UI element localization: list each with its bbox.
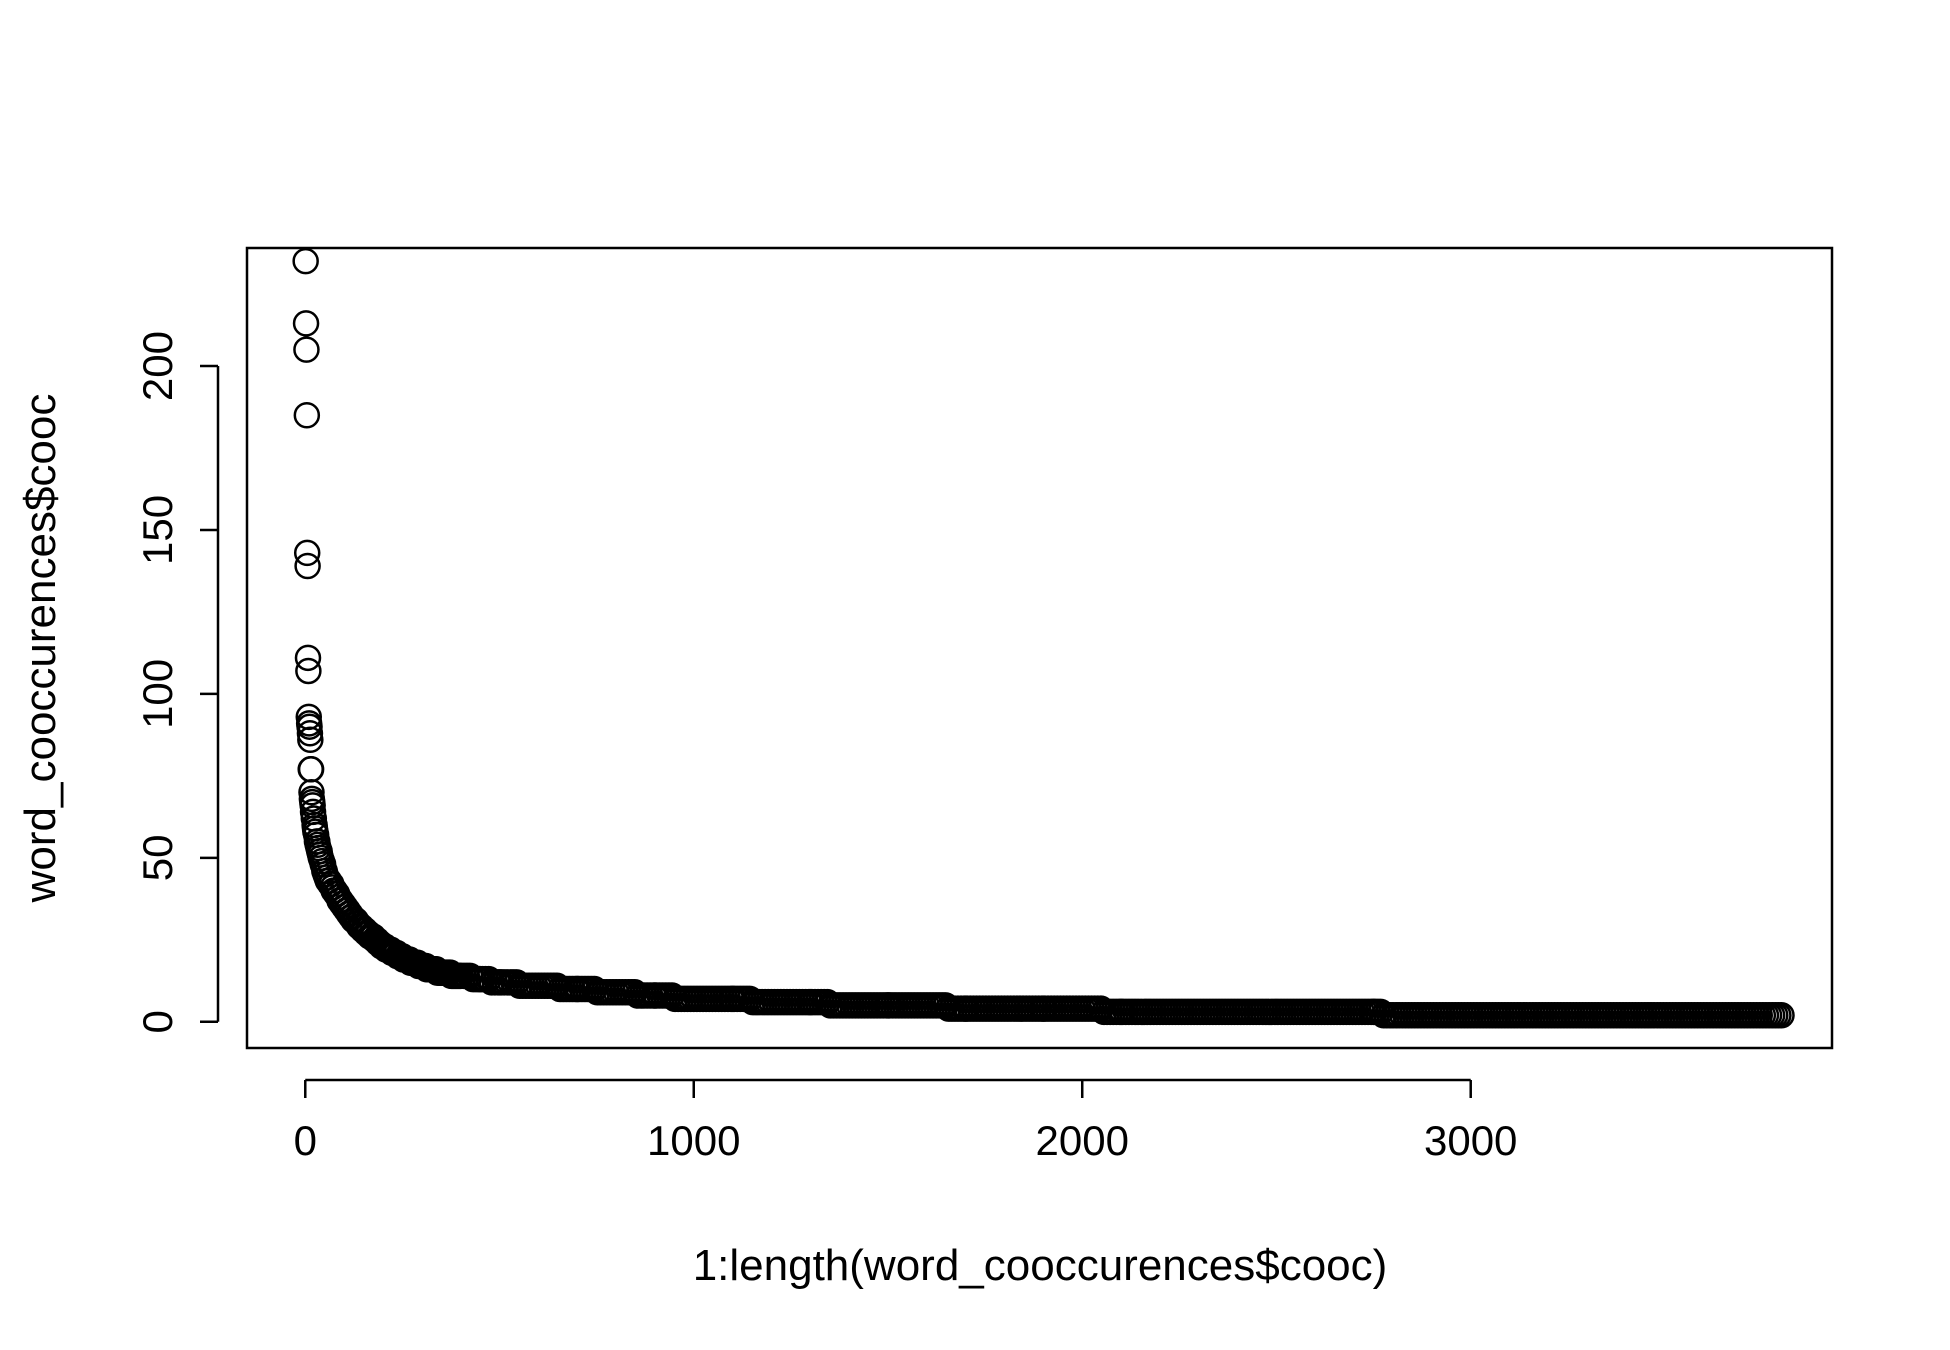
plot-frame <box>245 246 1834 1050</box>
data-points <box>292 247 1795 1029</box>
y-tick-label: 200 <box>134 331 181 401</box>
data-point <box>297 726 324 754</box>
data-point <box>298 779 325 806</box>
x-tick-label: 2000 <box>1036 1117 1129 1164</box>
data-point <box>296 719 324 747</box>
data-point <box>522 972 549 999</box>
y-axis: 0 50 100 150 200 <box>134 331 220 1033</box>
data-point <box>292 247 319 275</box>
y-tick-label: 0 <box>134 1010 181 1033</box>
data-point <box>297 756 325 783</box>
x-tick-label: 1000 <box>647 1117 740 1164</box>
data-point <box>293 539 321 567</box>
data-point <box>293 336 320 363</box>
data-point <box>910 992 937 1019</box>
y-axis-title: word_cooccurences$cooc <box>16 394 65 904</box>
data-point <box>1065 995 1093 1022</box>
data-point <box>292 310 320 337</box>
data-point <box>294 552 321 580</box>
x-axis: 0 1000 2000 3000 <box>294 1078 1517 1164</box>
data-point <box>1765 1001 1792 1029</box>
x-tick-label: 0 <box>294 1117 317 1164</box>
y-tick-label: 150 <box>134 495 181 565</box>
x-tick-label: 3000 <box>1424 1117 1517 1164</box>
data-point <box>293 401 321 429</box>
x-axis-title: 1:length(word_cooccurences$cooc) <box>693 1241 1388 1290</box>
y-tick-label: 50 <box>134 834 181 881</box>
data-point <box>296 713 323 740</box>
y-tick-label: 100 <box>134 659 181 729</box>
data-point <box>599 979 627 1006</box>
data-point <box>294 644 322 672</box>
data-point <box>295 657 322 685</box>
